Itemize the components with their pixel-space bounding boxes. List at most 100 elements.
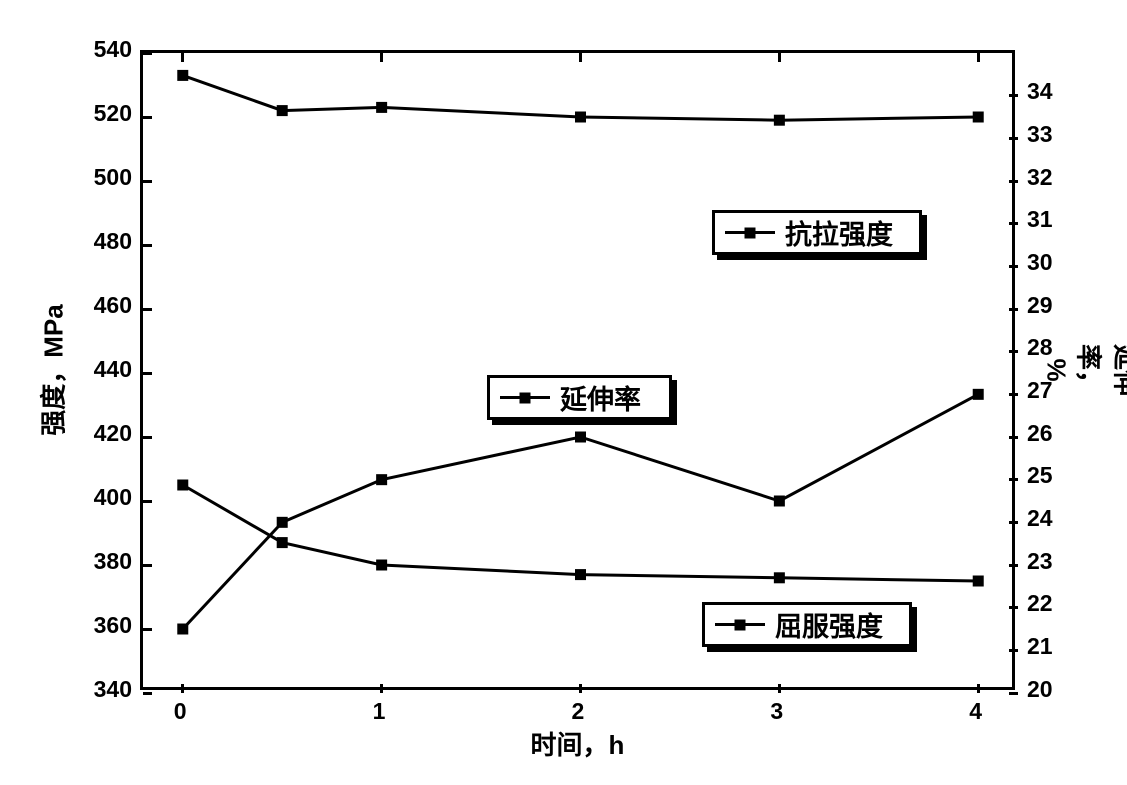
legend-item: 延伸率 — [490, 378, 669, 417]
tick-top — [977, 53, 980, 62]
tick-left — [143, 692, 152, 695]
tick-right — [1009, 606, 1018, 609]
tick-right — [1009, 478, 1018, 481]
series-marker — [277, 537, 288, 548]
series-marker — [376, 560, 387, 571]
tick-right — [1009, 94, 1018, 97]
y-left-label: 强度，MPa — [34, 304, 71, 435]
tick-left — [143, 180, 152, 183]
tick-left — [143, 628, 152, 631]
legend-marker-square-icon — [520, 392, 531, 403]
tick-right — [1009, 393, 1018, 396]
tick-label-right: 20 — [1027, 676, 1053, 703]
legend-box: 延伸率 — [487, 375, 672, 420]
series-marker — [177, 624, 188, 635]
legend-label: 抗拉强度 — [785, 213, 893, 252]
legend-marker-line — [715, 623, 765, 626]
tick-label-left: 520 — [94, 100, 132, 127]
tick-right — [1009, 649, 1018, 652]
series-marker — [376, 102, 387, 113]
series-marker — [973, 389, 984, 400]
tick-left — [143, 244, 152, 247]
legend-marker-square-icon — [745, 227, 756, 238]
tick-label-left: 380 — [94, 548, 132, 575]
tick-label-right: 24 — [1027, 505, 1053, 532]
legend-marker-square-icon — [735, 619, 746, 630]
tick-bottom — [380, 684, 383, 693]
tick-right — [1009, 692, 1018, 695]
tick-right — [1009, 137, 1018, 140]
tick-label-right: 32 — [1027, 164, 1053, 191]
series-marker — [376, 474, 387, 485]
tick-label-right: 26 — [1027, 420, 1053, 447]
tick-bottom — [977, 684, 980, 693]
tick-label-left: 480 — [94, 228, 132, 255]
series-marker — [774, 496, 785, 507]
series-marker — [774, 115, 785, 126]
tick-label-right: 33 — [1027, 121, 1053, 148]
tick-label-x: 1 — [373, 698, 386, 725]
tick-label-right: 22 — [1027, 590, 1053, 617]
tick-label-x: 2 — [572, 698, 585, 725]
tick-label-left: 360 — [94, 612, 132, 639]
series-marker — [177, 480, 188, 491]
tick-left — [143, 372, 152, 375]
tick-right — [1009, 308, 1018, 311]
tick-label-left: 400 — [94, 484, 132, 511]
tick-left — [143, 52, 152, 55]
tick-label-right: 23 — [1027, 548, 1053, 575]
series-svg — [143, 53, 1012, 687]
y-right-label: 延伸率，% — [1041, 344, 1127, 396]
series-marker — [973, 112, 984, 123]
x-label: 时间，h — [518, 725, 638, 762]
tick-label-right: 25 — [1027, 462, 1053, 489]
tick-right — [1009, 521, 1018, 524]
tick-label-x: 4 — [969, 698, 982, 725]
tick-label-x: 3 — [770, 698, 783, 725]
tick-label-right: 34 — [1027, 78, 1053, 105]
tick-right — [1009, 180, 1018, 183]
tick-top — [380, 53, 383, 62]
legend-marker-line — [725, 231, 775, 234]
tick-label-left: 460 — [94, 292, 132, 319]
tick-right — [1009, 564, 1018, 567]
legend-item: 屈服强度 — [705, 605, 909, 644]
tick-label-x: 0 — [174, 698, 187, 725]
tick-label-right: 21 — [1027, 633, 1053, 660]
tick-left — [143, 436, 152, 439]
tick-bottom — [181, 684, 184, 693]
series-marker — [575, 112, 586, 123]
legend-marker-line — [500, 396, 550, 399]
series-marker — [277, 517, 288, 528]
legend-label: 屈服强度 — [775, 605, 883, 644]
tick-label-left: 440 — [94, 356, 132, 383]
tick-left — [143, 564, 152, 567]
plot-area — [140, 50, 1015, 690]
tick-left — [143, 308, 152, 311]
series-marker — [973, 576, 984, 587]
legend-item: 抗拉强度 — [715, 213, 919, 252]
tick-right — [1009, 265, 1018, 268]
tick-bottom — [778, 684, 781, 693]
tick-left — [143, 116, 152, 119]
tick-label-left: 500 — [94, 164, 132, 191]
series-marker — [774, 572, 785, 583]
tick-label-right: 30 — [1027, 249, 1053, 276]
legend-box: 屈服强度 — [702, 602, 912, 647]
chart-container: 3403603804004204404604805005205402021222… — [0, 0, 1127, 785]
legend-box: 抗拉强度 — [712, 210, 922, 255]
tick-label-right: 29 — [1027, 292, 1053, 319]
series-marker — [575, 432, 586, 443]
tick-top — [579, 53, 582, 62]
tick-label-left: 420 — [94, 420, 132, 447]
tick-bottom — [579, 684, 582, 693]
series-line — [183, 485, 978, 581]
series-marker — [277, 105, 288, 116]
tick-top — [778, 53, 781, 62]
series-line — [183, 394, 978, 629]
legend-label: 延伸率 — [560, 378, 641, 417]
series-marker — [575, 569, 586, 580]
tick-right — [1009, 222, 1018, 225]
tick-label-right: 31 — [1027, 206, 1053, 233]
tick-right — [1009, 350, 1018, 353]
